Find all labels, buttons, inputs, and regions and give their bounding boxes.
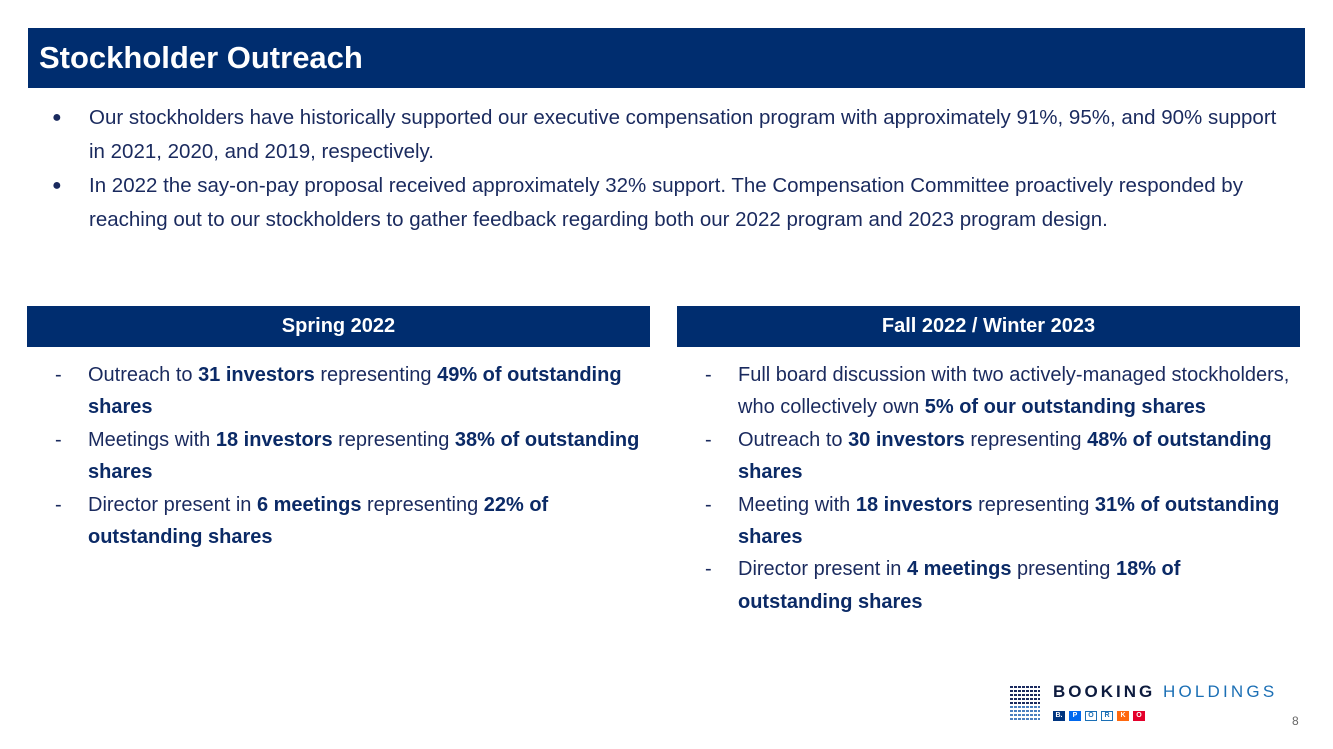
column-header: Fall 2022 / Winter 2023 <box>677 306 1300 347</box>
list-item: - Full board discussion with two activel… <box>677 359 1300 424</box>
brand-icon: R <box>1101 711 1113 721</box>
bullet-item: ● In 2022 the say-on-pay proposal receiv… <box>52 169 1292 237</box>
title-bar: Stockholder Outreach <box>28 28 1305 88</box>
item-text: representing <box>964 428 1088 451</box>
slide-title: Stockholder Outreach <box>39 40 363 75</box>
bullet-item: ● Our stockholders have historically sup… <box>52 101 1292 169</box>
item-bold: 6 meetings <box>256 493 362 516</box>
bullet-text: In 2022 the say-on-pay proposal received… <box>89 174 1243 231</box>
item-text: representing <box>314 364 438 386</box>
brand-icon: O <box>1133 711 1145 721</box>
brand-icon: B. <box>1053 711 1065 721</box>
item-text: Outreach to <box>738 428 849 451</box>
brand-icon: K <box>1117 711 1129 721</box>
dash-marker: - <box>705 428 712 451</box>
brand-icon: O <box>1085 711 1097 721</box>
fall-winter-column: Fall 2022 / Winter 2023 - Full board dis… <box>677 306 1300 618</box>
fall-winter-list: - Full board discussion with two activel… <box>677 359 1300 618</box>
dash-marker: - <box>705 364 712 386</box>
item-text: representing <box>332 428 455 451</box>
logo-word-holdings: HOLDINGS <box>1162 682 1278 701</box>
dash-marker: - <box>705 493 712 516</box>
item-text: representing <box>972 493 1095 516</box>
item-bold: 31% of outstanding shares <box>738 493 1280 549</box>
logo-word-booking: BOOKING <box>1053 682 1156 701</box>
item-text: Director present in <box>738 558 907 581</box>
item-bold: 31 investors <box>198 364 315 386</box>
spring-2022-column: Spring 2022 - Outreach to 31 investors r… <box>27 306 650 553</box>
item-text: Outreach to <box>88 364 199 386</box>
item-text: Full board discussion with two actively-… <box>738 364 1290 419</box>
item-bold: 38% of outstanding shares <box>88 428 640 484</box>
item-bold: 18 investors <box>855 493 973 516</box>
item-text: representing <box>361 493 484 516</box>
item-bold: 49% of outstanding shares <box>88 364 622 419</box>
list-item: - Outreach to 31 investors representing … <box>27 359 650 424</box>
list-item: - Meeting with 18 investors representing… <box>677 489 1300 554</box>
dash-marker: - <box>55 493 62 516</box>
spring-list: - Outreach to 31 investors representing … <box>27 359 650 553</box>
item-bold: 18% of outstanding shares <box>738 558 1181 613</box>
item-text: Meeting with <box>738 493 856 516</box>
bullet-text: Our stockholders have historically suppo… <box>89 106 1277 163</box>
dash-marker: - <box>55 364 62 386</box>
page-number: 8 <box>1292 714 1299 728</box>
intro-bullets: ● Our stockholders have historically sup… <box>52 101 1292 237</box>
column-header: Spring 2022 <box>27 306 650 347</box>
item-bold: 4 meetings <box>906 558 1012 581</box>
item-text: Meetings with <box>88 428 216 451</box>
list-item: - Director present in 4 meetings present… <box>677 553 1300 618</box>
item-bold: 18 investors <box>215 428 333 451</box>
bullet-marker: ● <box>52 177 62 194</box>
list-item: - Outreach to 30 investors representing … <box>677 424 1300 489</box>
item-text: presenting <box>1011 558 1116 581</box>
list-item: - Meetings with 18 investors representin… <box>27 424 650 489</box>
brand-icon: P <box>1069 711 1081 721</box>
dash-marker: - <box>55 428 62 451</box>
booking-holdings-logo: BOOKING HOLDINGS B. P O R K O <box>1010 682 1300 724</box>
item-bold: 5% of our outstanding shares <box>924 396 1206 419</box>
item-bold: 30 investors <box>848 428 965 451</box>
brand-icons: B. P O R K O <box>1053 711 1149 729</box>
list-item: - Director present in 6 meetings represe… <box>27 489 650 554</box>
item-text: Director present in <box>88 493 257 516</box>
logo-wordmark: BOOKING HOLDINGS <box>1053 682 1277 702</box>
item-bold: 48% of outstanding shares <box>738 428 1272 484</box>
dash-marker: - <box>705 558 712 581</box>
bullet-marker: ● <box>52 109 62 126</box>
item-bold: 22% of outstanding shares <box>88 493 549 549</box>
dot-grid-icon <box>1010 686 1040 720</box>
